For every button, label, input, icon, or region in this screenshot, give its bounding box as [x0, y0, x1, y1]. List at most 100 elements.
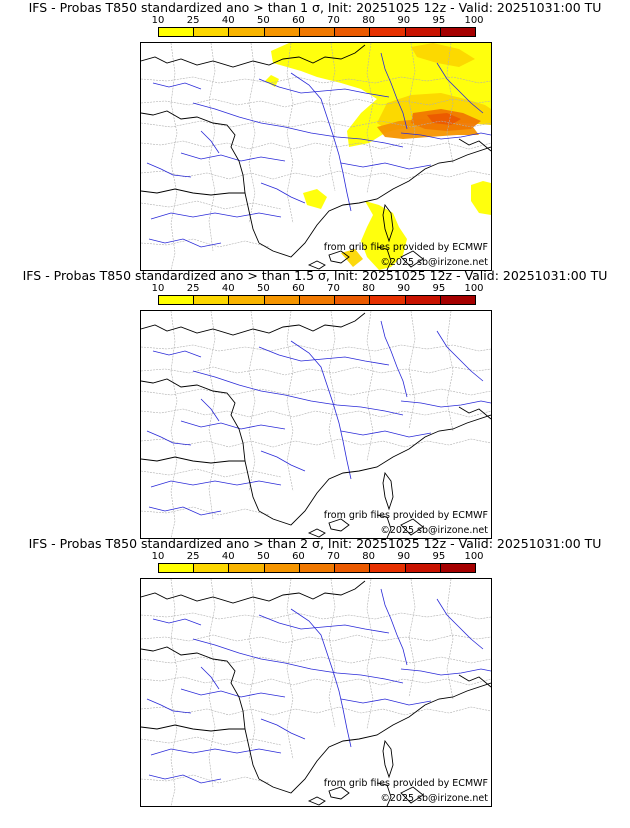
- probability-map: from grib files provided by ECMWF ©2025 …: [140, 578, 492, 807]
- river-line: [152, 350, 202, 358]
- grib-credit: from grib files provided by ECMWF: [323, 510, 488, 521]
- coastline: [328, 518, 350, 532]
- anomaly-area: [361, 201, 407, 270]
- colorbar-label: 50: [256, 551, 270, 562]
- anomaly-fill-layer: [265, 43, 491, 270]
- coastline: [258, 414, 491, 526]
- colorbar-label: 10: [151, 15, 165, 26]
- anomaly-area: [303, 189, 327, 209]
- admin-border: [141, 656, 491, 664]
- panel-title: IFS - Probas T850 standardized ano > tha…: [22, 268, 608, 283]
- coastline: [400, 518, 424, 536]
- colorbar-label: 90: [397, 283, 411, 294]
- copyright-credit: ©2025 sb@irizone.net: [380, 257, 488, 268]
- panel-title: IFS - Probas T850 standardized ano > tha…: [28, 536, 602, 551]
- admin-border: [446, 311, 454, 432]
- coastline: [141, 44, 366, 68]
- river-line: [200, 666, 220, 690]
- admin-border: [366, 311, 374, 462]
- river-line: [260, 718, 306, 740]
- colorbar-segment: [299, 28, 336, 36]
- admin-border: [141, 408, 491, 418]
- admin-border: [248, 43, 256, 224]
- colorbar-label: 40: [221, 283, 235, 294]
- coastline: [382, 739, 394, 779]
- admin-border: [141, 438, 491, 448]
- anomaly-area: [271, 43, 491, 147]
- colorbar-label: 60: [292, 551, 305, 562]
- admin-border: [286, 43, 294, 224]
- borders-layer: [141, 43, 491, 270]
- anomaly-area: [341, 249, 363, 267]
- admin-border: [141, 736, 282, 746]
- colorbar-label: 40: [221, 551, 235, 562]
- river-line: [290, 72, 352, 212]
- coastline: [307, 528, 326, 538]
- coastline-layer: [141, 44, 491, 270]
- admin-border: [141, 366, 491, 376]
- admin-border: [141, 200, 282, 210]
- colorbar-segment: [299, 296, 336, 304]
- colorbar-label: 95: [432, 15, 446, 26]
- colorbar-label: 10: [151, 283, 165, 294]
- coastline: [141, 188, 245, 196]
- river-line: [180, 420, 286, 430]
- admin-border: [141, 120, 491, 128]
- coastline: [258, 146, 491, 258]
- river-line: [200, 398, 220, 422]
- river-line: [258, 346, 390, 366]
- river-line: [192, 370, 404, 416]
- colorbar-segment: [405, 564, 441, 572]
- colorbar-label: 70: [327, 551, 340, 562]
- admin-border: [141, 344, 491, 352]
- map-drawing: [141, 579, 491, 806]
- map-drawing: [141, 43, 491, 270]
- admin-border: [208, 43, 216, 252]
- coastline: [141, 646, 260, 780]
- river-line: [146, 430, 192, 446]
- admin-border: [286, 311, 294, 492]
- river-line: [150, 480, 282, 488]
- grib-credit: from grib files provided by ECMWF: [323, 778, 488, 789]
- colorbar-segment: [194, 28, 230, 36]
- river-line: [340, 430, 432, 438]
- admin-border: [286, 579, 294, 760]
- river-line: [400, 132, 491, 140]
- admin-border: [141, 388, 491, 396]
- colorbar-label: 10: [151, 551, 165, 562]
- coastline: [458, 406, 491, 420]
- colorbar-label: 100: [464, 551, 484, 562]
- river-line: [150, 748, 282, 756]
- coastline: [141, 312, 366, 336]
- colorbar-segment: [405, 296, 441, 304]
- admin-border: [141, 238, 270, 248]
- anomaly-area: [471, 181, 491, 215]
- copyright-credit: ©2025 sb@irizone.net: [380, 793, 488, 804]
- river-line: [436, 330, 484, 382]
- admin-border: [408, 579, 416, 698]
- colorbar-label: 70: [327, 283, 340, 294]
- river-line: [380, 320, 408, 398]
- colorbar-label: 60: [292, 283, 305, 294]
- coastline: [328, 250, 350, 264]
- colorbar-segment: [264, 28, 300, 36]
- river-line: [380, 588, 408, 666]
- coastline: [141, 456, 245, 464]
- colorbar-segment: [264, 296, 300, 304]
- colorbar-segment: [335, 296, 371, 304]
- coastline-layer: [141, 312, 491, 538]
- anomaly-area: [265, 75, 279, 87]
- admin-border: [446, 579, 454, 700]
- coastline: [307, 796, 326, 806]
- admin-border: [141, 506, 270, 516]
- admin-border: [328, 311, 336, 460]
- river-line: [200, 130, 220, 154]
- river-line: [260, 182, 306, 204]
- copyright-credit: ©2025 sb@irizone.net: [380, 525, 488, 536]
- colorbar-label: 25: [186, 551, 200, 562]
- river-line: [290, 608, 352, 748]
- colorbar-label: 25: [186, 283, 200, 294]
- colorbar-label: 80: [362, 551, 376, 562]
- river-line: [152, 618, 202, 626]
- admin-border: [248, 579, 256, 760]
